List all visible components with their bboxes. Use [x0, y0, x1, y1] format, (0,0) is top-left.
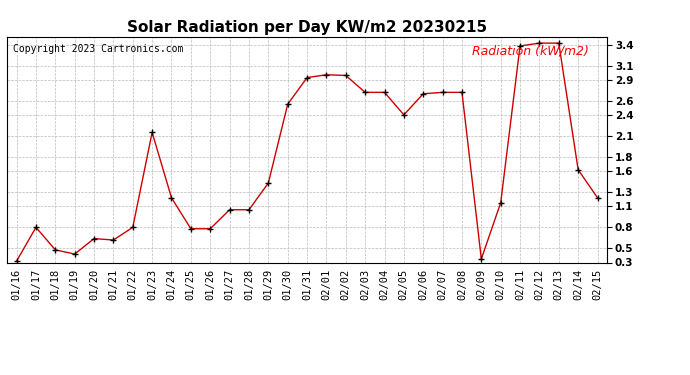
Text: Copyright 2023 Cartronics.com: Copyright 2023 Cartronics.com	[13, 44, 184, 54]
Title: Solar Radiation per Day KW/m2 20230215: Solar Radiation per Day KW/m2 20230215	[127, 20, 487, 35]
Text: Radiation (kW/m2): Radiation (kW/m2)	[473, 44, 589, 57]
